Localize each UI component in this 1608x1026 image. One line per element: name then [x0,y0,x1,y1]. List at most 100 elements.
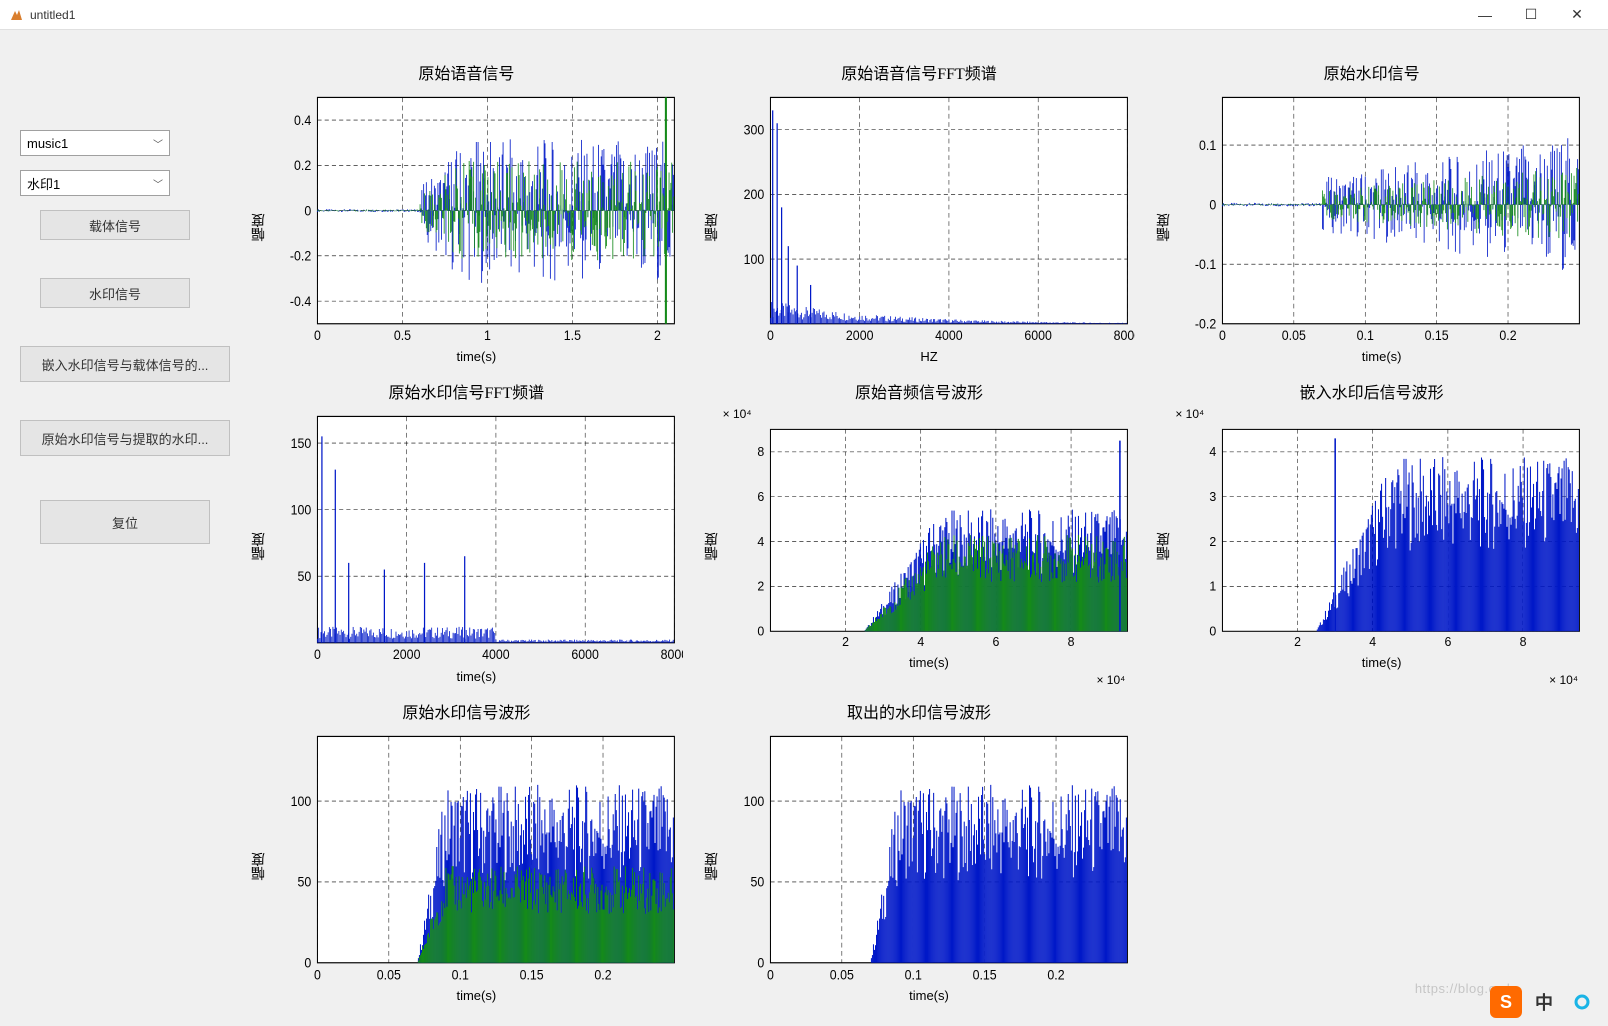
svg-text:4: 4 [1210,445,1217,459]
svg-text:1.5: 1.5 [564,327,581,343]
svg-text:0: 0 [314,966,321,982]
svg-text:1: 1 [484,327,491,343]
svg-text:0: 0 [304,954,311,970]
svg-text:8: 8 [1067,635,1074,649]
svg-text:0.05: 0.05 [377,966,401,982]
svg-text:50: 50 [297,874,311,890]
svg-text:0.5: 0.5 [394,327,411,343]
svg-text:8: 8 [757,445,764,459]
svg-text:50: 50 [297,568,311,584]
svg-text:-0.2: -0.2 [1195,316,1216,332]
svg-text:2: 2 [842,635,849,649]
svg-text:2000: 2000 [393,647,421,663]
window-title: untitled1 [30,8,1462,22]
svg-text:6: 6 [992,635,999,649]
watermark-dropdown-value: 水印1 [27,174,60,193]
chevron-down-icon: ﹀ [153,176,163,191]
svg-text:2: 2 [1294,635,1301,649]
plot-title: 原始水印信号波形 [402,699,530,723]
y-axis-label: 幅度 [250,407,270,686]
svg-text:0.1: 0.1 [452,966,469,982]
x-axis-label: time(s) [723,988,1136,1006]
plot-axes[interactable]: 246801234 [1175,421,1588,652]
svg-text:2: 2 [654,327,661,343]
svg-text:0.4: 0.4 [294,112,311,128]
svg-text:0: 0 [304,203,311,219]
y-axis-label: 幅度 [703,407,723,686]
plot-p4: 原始水印信号FFT频谱 幅度 0200040006000800050100150… [250,379,683,686]
embed-compare-button[interactable]: 嵌入水印信号与载体信号的... [20,346,230,382]
svg-text:0: 0 [314,327,321,343]
svg-text:2: 2 [1210,535,1217,549]
window-controls: — ☐ ✕ [1462,0,1600,30]
svg-text:6: 6 [757,490,764,504]
plot-title: 取出的水印信号波形 [847,699,991,723]
plot-axes[interactable]: 00.511.52-0.4-0.200.20.4 [270,88,683,347]
svg-text:4000: 4000 [935,327,963,343]
svg-text:100: 100 [743,251,764,267]
svg-text:8000: 8000 [661,647,683,663]
plot-grid: 原始语音信号 幅度 00.511.52-0.4-0.200.20.4 time(… [240,30,1608,1026]
x-axis-label: HZ [723,349,1136,367]
minimize-button[interactable]: — [1462,0,1508,30]
plot-p1: 原始语音信号 幅度 00.511.52-0.4-0.200.20.4 time(… [250,60,683,367]
svg-text:8000: 8000 [1113,327,1135,343]
tray-s-icon[interactable]: S [1490,986,1522,1018]
y-axis-label: 幅度 [703,727,723,1006]
close-button[interactable]: ✕ [1554,0,1600,30]
svg-text:300: 300 [743,122,764,138]
y-axis-label: 幅度 [250,727,270,1006]
plot-axes[interactable]: 02000400060008000100200300 [723,88,1136,347]
chevron-down-icon: ﹀ [153,136,163,151]
svg-text:4000: 4000 [482,647,510,663]
plot-p6: 嵌入水印后信号波形 幅度 × 10⁴ 246801234 time(s) × 1… [1155,379,1588,686]
x-multiplier: × 10⁴ [1175,673,1588,687]
plot-title: 原始语音信号 [418,60,514,84]
plot-axes[interactable]: 00.050.10.150.2-0.2-0.100.1 [1175,88,1588,347]
plot-axes[interactable]: 246802468 [723,421,1136,652]
maximize-button[interactable]: ☐ [1508,0,1554,30]
x-axis-label: time(s) [270,988,683,1006]
watermark-signal-button[interactable]: 水印信号 [40,278,190,308]
app-window: untitled1 — ☐ ✕ music1 ﹀ 水印1 ﹀ 载体信号 水印信号… [0,0,1608,1026]
plot-axes[interactable]: 0200040006000800050100150 [270,407,683,666]
svg-text:2: 2 [757,580,764,594]
plot-title: 原始语音信号FFT频谱 [841,60,997,84]
svg-text:50: 50 [750,874,764,890]
svg-text:6000: 6000 [571,647,599,663]
plot-axes[interactable]: 00.050.10.150.2050100 [723,727,1136,986]
x-multiplier: × 10⁴ [723,673,1136,687]
plot-p5: 原始音频信号波形 幅度 × 10⁴ 246802468 time(s) × 10… [703,379,1136,686]
svg-text:100: 100 [291,502,312,518]
plot-p7: 原始水印信号波形 幅度 00.050.10.150.2050100 time(s… [250,699,683,1006]
svg-text:0.2: 0.2 [1047,966,1064,982]
svg-text:0: 0 [767,327,774,343]
plot-title: 嵌入水印后信号波形 [1300,379,1444,403]
reset-button[interactable]: 复位 [40,500,210,544]
carrier-signal-button[interactable]: 载体信号 [40,210,190,240]
plot-p8: 取出的水印信号波形 幅度 00.050.10.150.2050100 time(… [703,699,1136,1006]
svg-text:0.1: 0.1 [904,966,921,982]
svg-text:0.15: 0.15 [972,966,996,982]
control-panel: music1 ﹀ 水印1 ﹀ 载体信号 水印信号 嵌入水印信号与载体信号的...… [0,30,240,1026]
svg-text:150: 150 [291,435,312,451]
svg-text:0: 0 [1210,625,1217,639]
svg-text:0: 0 [757,954,764,970]
svg-text:3: 3 [1210,490,1217,504]
svg-text:0.1: 0.1 [1199,137,1216,153]
y-axis-label: 幅度 [1155,407,1175,686]
extract-compare-button[interactable]: 原始水印信号与提取的水印... [20,420,230,456]
watermark-dropdown[interactable]: 水印1 ﹀ [20,170,170,196]
tray-dot-icon[interactable] [1566,986,1598,1018]
svg-text:2000: 2000 [846,327,874,343]
svg-text:1: 1 [1210,580,1217,594]
tray-ime-icon[interactable]: 中 [1528,986,1560,1018]
x-axis-label: time(s) [1175,655,1588,673]
plot-axes[interactable]: 00.050.10.150.2050100 [270,727,683,986]
svg-text:0: 0 [1210,197,1217,213]
svg-text:0: 0 [757,625,764,639]
y-axis-label: 幅度 [250,88,270,367]
music-dropdown[interactable]: music1 ﹀ [20,130,170,156]
x-axis-label: time(s) [270,349,683,367]
plot-p2: 原始语音信号FFT频谱 幅度 0200040006000800010020030… [703,60,1136,367]
